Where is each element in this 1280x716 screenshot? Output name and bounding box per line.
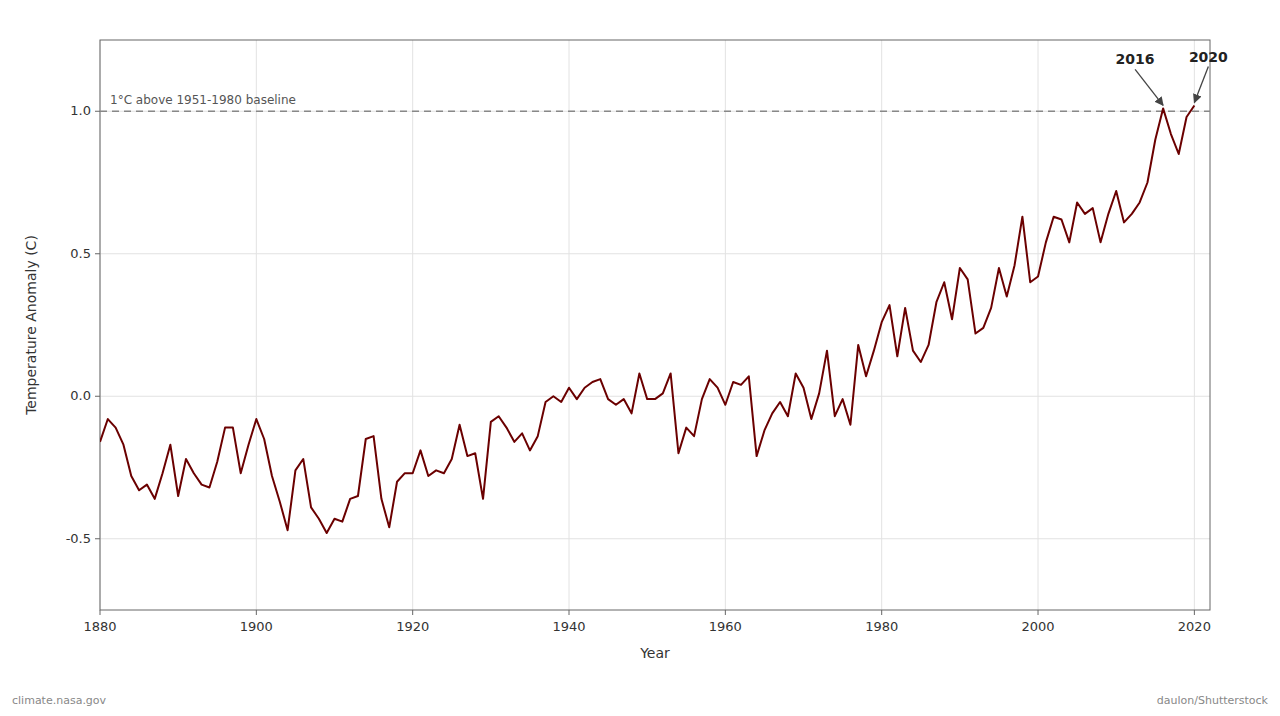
grid-line-x	[725, 40, 726, 610]
grid-line-y	[100, 538, 1210, 539]
annotation-arrow	[1135, 69, 1163, 105]
axes: -0.5 0.0 0.5 1.0 1880 1900 1920 1940 1960 1980 200…	[66, 103, 1211, 634]
tick-y	[95, 253, 100, 254]
credit: daulon/Shutterstock	[1157, 694, 1269, 707]
plot-frame	[100, 40, 1210, 610]
series-line	[100, 106, 1194, 534]
tick-x	[881, 610, 882, 615]
tick-label-x: 1960	[709, 619, 742, 634]
tick-y	[95, 538, 100, 539]
plot-area	[100, 106, 1210, 534]
grid-line-x	[1194, 40, 1195, 610]
tick-label-x: 1880	[83, 619, 116, 634]
tick-y	[95, 396, 100, 397]
annotation-label: 2016	[1116, 51, 1155, 67]
tick-x	[569, 610, 570, 615]
grid-line-x	[1038, 40, 1039, 610]
tick-label-x: 1920	[396, 619, 429, 634]
reference-line-label: 1°C above 1951-1980 baseline	[110, 93, 296, 107]
tick-y	[95, 111, 100, 112]
annotation-arrow	[1194, 67, 1208, 103]
grid-line-y	[100, 396, 1210, 397]
tick-x	[256, 610, 257, 615]
grid-line-x	[256, 40, 257, 610]
tick-label-y: 0.0	[70, 388, 91, 403]
y-axis-label: Temperature Anomaly (C)	[23, 235, 39, 416]
credit: climate.nasa.gov	[12, 694, 107, 707]
tick-label-y: 0.5	[70, 246, 91, 261]
tick-label-x: 2020	[1178, 619, 1211, 634]
x-axis-label: Year	[639, 645, 670, 661]
tick-x	[725, 610, 726, 615]
grid-line-y	[100, 111, 1210, 112]
annotations: 1°C above 1951-1980 baseline 2016 2020	[110, 49, 1228, 108]
reference-line	[100, 111, 1210, 113]
grid-line-x	[412, 40, 413, 610]
tick-x	[1194, 610, 1195, 615]
grid-line-x	[569, 40, 570, 610]
tick-label-x: 1980	[865, 619, 898, 634]
grid	[100, 40, 1210, 610]
tick-label-x: 1900	[240, 619, 273, 634]
tick-x	[412, 610, 413, 615]
tick-label-y: -0.5	[66, 531, 91, 546]
tick-label-x: 2000	[1021, 619, 1054, 634]
annotation-label: 2020	[1189, 49, 1228, 65]
tick-label-x: 1940	[552, 619, 585, 634]
tick-x	[1038, 610, 1039, 615]
tick-x	[100, 610, 101, 615]
tick-label-y: 1.0	[70, 103, 91, 118]
